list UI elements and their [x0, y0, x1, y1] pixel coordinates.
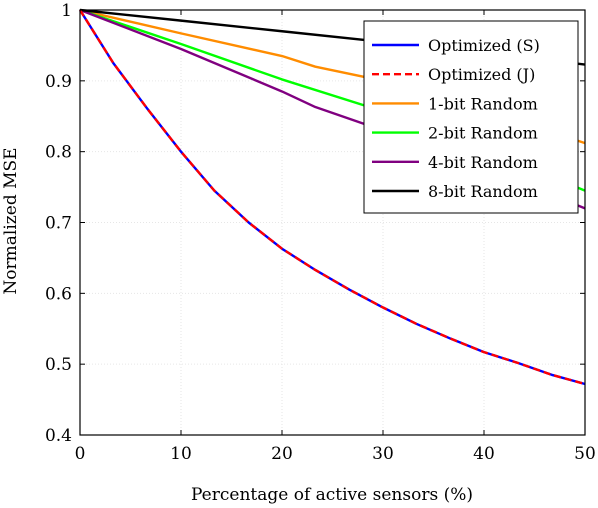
y-tick-label: 0.4: [45, 426, 72, 446]
y-tick-label: 0.8: [45, 143, 72, 163]
legend-label: 4-bit Random: [428, 153, 538, 172]
x-tick-label: 0: [75, 444, 86, 464]
x-tick-label: 10: [170, 444, 192, 464]
y-axis-label: Normalized MSE: [1, 147, 21, 294]
legend-label: Optimized (J): [428, 65, 535, 84]
legend-label: Optimized (S): [428, 36, 540, 55]
y-tick-label: 1: [61, 1, 72, 21]
x-tick-label: 30: [372, 444, 394, 464]
x-axis-label: Percentage of active sensors (%): [191, 485, 473, 505]
y-tick-label: 0.9: [45, 72, 72, 92]
legend-label: 8-bit Random: [428, 182, 538, 201]
x-tick-label: 50: [574, 444, 596, 464]
x-tick-label: 40: [473, 444, 495, 464]
x-tick-label: 20: [271, 444, 293, 464]
legend: Optimized (S) Optimized (J) 1-bit Random 2-…: [363, 20, 579, 214]
y-tick-label: 0.7: [45, 214, 72, 234]
y-tick-label: 0.6: [45, 284, 72, 304]
legend-label: 2-bit Random: [428, 124, 538, 143]
legend-box: [363, 20, 579, 214]
series-line-optimized-j: [78, 9, 586, 386]
legend-label: 1-bit Random: [428, 94, 538, 113]
axis-ticks: 0 10 20 30 40 50 0.4 0.5 0.6 0.7 0.8 0.9 1: [45, 1, 596, 464]
y-tick-label: 0.5: [45, 355, 72, 375]
